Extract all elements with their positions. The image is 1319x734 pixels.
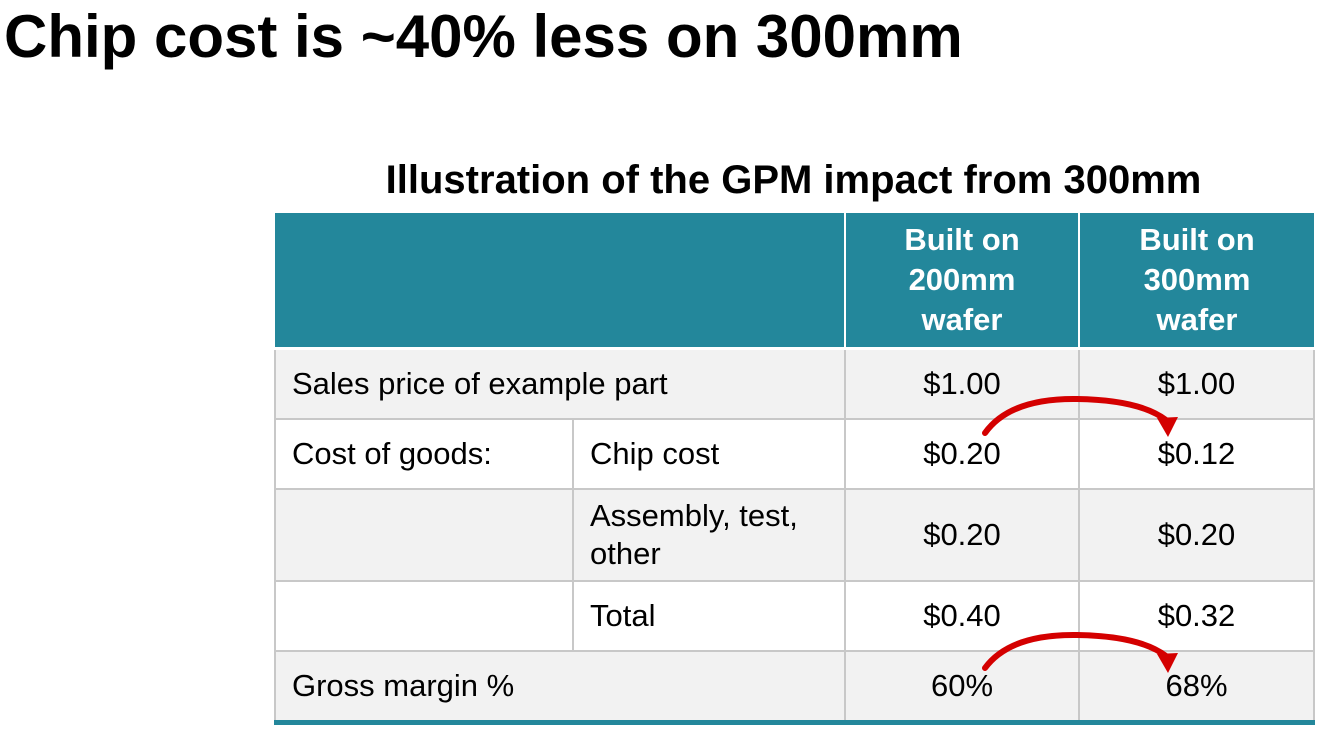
table-row-sales-price: Sales price of example part $1.00 $1.00 [274,347,1315,420]
sales-price-200mm: $1.00 [844,347,1080,420]
table-row-gross-margin: Gross margin % 60% 68% [274,650,1315,725]
total-200mm: $0.40 [844,580,1080,652]
header-300mm-line-3: wafer [1156,302,1238,337]
chip-cost-200mm: $0.20 [844,418,1080,490]
header-200mm-line-1: Built on [904,222,1020,257]
chip-cost-300mm: $0.12 [1078,418,1315,490]
table-row-assembly: Assembly, test, other $0.20 $0.20 [274,488,1315,582]
header-300mm-line-2: 300mm [1143,262,1251,297]
slide-title: Chip cost is ~40% less on 300mm [4,3,963,70]
total-300mm: $0.32 [1078,580,1315,652]
table-header-row: Built on 200mm wafer Built on 300mm wafe… [275,213,1314,350]
gross-margin-label: Gross margin % [274,650,846,725]
gross-margin-300mm: 68% [1078,650,1315,725]
gpm-impact-table: Built on 200mm wafer Built on 300mm wafe… [274,213,1315,725]
header-200mm-line-3: wafer [921,302,1003,337]
assembly-label: Assembly, test, other [572,488,846,582]
table-row-total: Total $0.40 $0.32 [274,580,1315,652]
table-row-chip-cost: Cost of goods: Chip cost $0.20 $0.12 [274,418,1315,490]
gross-margin-200mm: 60% [844,650,1080,725]
total-label: Total [572,580,846,652]
total-group-cell [274,580,574,652]
sales-price-label: Sales price of example part [274,347,846,420]
assembly-200mm: $0.20 [844,488,1080,582]
header-empty-cell [275,213,846,350]
cost-of-goods-label: Cost of goods: [274,418,574,490]
table-caption: Illustration of the GPM impact from 300m… [385,158,1202,202]
header-200mm-line-2: 200mm [908,262,1016,297]
header-300mm-line-1: Built on [1139,222,1255,257]
header-300mm: Built on 300mm wafer [1078,213,1314,350]
assembly-group-cell [274,488,574,582]
chip-cost-label: Chip cost [572,418,846,490]
sales-price-300mm: $1.00 [1078,347,1315,420]
header-200mm: Built on 200mm wafer [844,213,1080,350]
assembly-300mm: $0.20 [1078,488,1315,582]
